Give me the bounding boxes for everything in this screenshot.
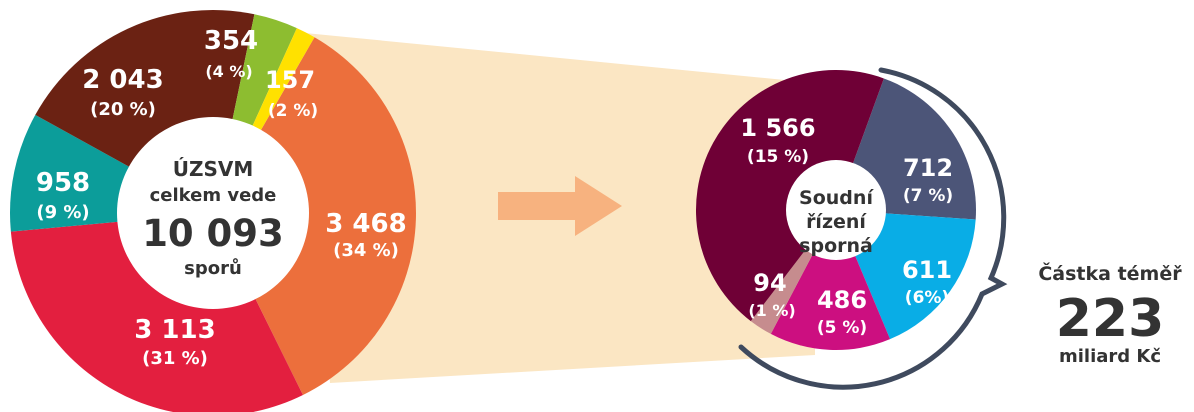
slice-label-value: 354 xyxy=(204,26,258,56)
slice-label-value: 2 043 xyxy=(82,65,163,95)
slice-label-value: 712 xyxy=(903,154,953,182)
slice-label-value: 157 xyxy=(265,66,315,94)
pie-main-center-line4: sporů xyxy=(184,257,242,279)
slice-label-value: 94 xyxy=(753,269,786,297)
slice-label-pct: (5 %) xyxy=(817,318,867,338)
pie-detail-center-line3: sporná xyxy=(799,235,873,257)
pie-main-center-line2: celkem vede xyxy=(150,185,277,206)
slice-label-value: 611 xyxy=(902,256,952,284)
amount-line1: Částka téměř xyxy=(1038,261,1182,285)
pie-detail-center-line1: Soudní xyxy=(799,187,874,209)
slice-label-value: 1 566 xyxy=(740,114,815,142)
slice-label-pct: (7 %) xyxy=(903,186,953,206)
slice-label-pct: (1 %) xyxy=(748,301,795,320)
slice-label-pct: (2 %) xyxy=(268,101,318,121)
pie-detail-center-hole xyxy=(786,160,886,260)
slice-label-pct: (6%) xyxy=(905,288,949,308)
amount-line3: miliard Kč xyxy=(1059,346,1161,367)
pie-main-center-hole xyxy=(117,117,309,309)
slice-label-pct: (31 %) xyxy=(142,348,208,369)
slice-label-value: 958 xyxy=(36,168,90,198)
pie-slice xyxy=(213,37,416,395)
slice-label-pct: (15 %) xyxy=(747,147,809,167)
slice-label-value: 3 113 xyxy=(134,315,215,345)
bracket-arc xyxy=(738,67,1008,390)
amount-value: 223 xyxy=(1056,289,1165,349)
arrow-right-icon xyxy=(498,176,622,236)
slice-label-value: 3 468 xyxy=(325,209,406,239)
pie-detail-center-line2: řízení xyxy=(806,211,867,233)
slice-label-value: 486 xyxy=(817,286,867,314)
pie-main-center-line1: ÚZSVM xyxy=(173,157,254,181)
slice-label-pct: (20 %) xyxy=(90,99,156,120)
pie-main-center-total: 10 093 xyxy=(142,212,284,255)
slice-label-pct: (9 %) xyxy=(36,202,89,223)
slice-label-pct: (4 %) xyxy=(205,62,252,81)
slice-label-pct: (34 %) xyxy=(333,240,399,261)
pie-slice xyxy=(770,210,891,351)
